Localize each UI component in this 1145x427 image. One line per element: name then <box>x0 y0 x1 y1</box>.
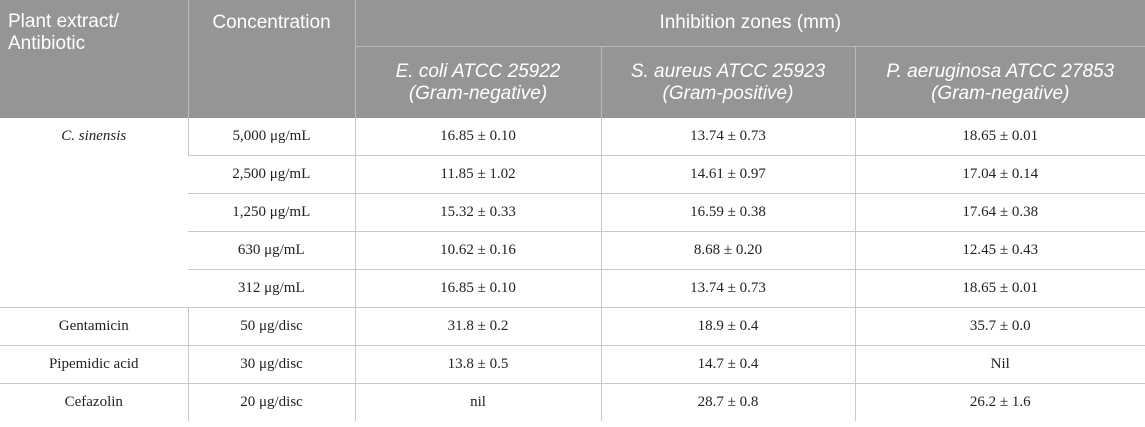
organism-name: E. coli ATCC 25922 <box>395 60 561 82</box>
concentration-cell: 50 μg/disc <box>187 307 355 346</box>
table-row: 1,250 μg/mL 15.32 ± 0.33 16.59 ± 0.38 17… <box>0 193 1145 232</box>
ecoli-value: 15.32 ± 0.33 <box>354 193 601 232</box>
ecoli-value: 16.85 ± 0.10 <box>354 269 601 308</box>
antibiotic-name: Gentamicin <box>0 307 188 346</box>
paeruginosa-value: Nil <box>854 345 1145 384</box>
organism-gram: (Gram-negative) <box>408 82 548 104</box>
ecoli-value: 31.8 ± 0.2 <box>354 307 601 346</box>
saureus-value: 13.74 ± 0.73 <box>600 269 855 308</box>
paeruginosa-value: 18.65 ± 0.01 <box>854 118 1145 156</box>
saureus-value: 28.7 ± 0.8 <box>600 383 855 421</box>
saureus-value: 13.74 ± 0.73 <box>600 118 855 156</box>
saureus-value: 18.9 ± 0.4 <box>600 307 855 346</box>
paeruginosa-value: 17.64 ± 0.38 <box>854 193 1145 232</box>
organism-gram: (Gram-negative) <box>931 82 1070 104</box>
organism-header-paeruginosa: P. aeruginosa ATCC 27853 (Gram-negative) <box>854 46 1145 118</box>
concentration-cell: 20 μg/disc <box>187 383 355 421</box>
plant-header-line1: Plant extract/ <box>8 11 119 32</box>
saureus-value: 8.68 ± 0.20 <box>600 231 855 270</box>
paeruginosa-value: 18.65 ± 0.01 <box>854 269 1145 308</box>
concentration-header: Concentration <box>187 0 355 118</box>
antibiotic-name: Cefazolin <box>64 394 123 410</box>
saureus-value: 14.61 ± 0.97 <box>600 155 855 194</box>
table-row: 2,500 μg/mL 11.85 ± 1.02 14.61 ± 0.97 17… <box>0 155 1145 194</box>
saureus-value: 14.7 ± 0.4 <box>600 345 855 384</box>
table-row: Pipemidic acid 30 μg/disc 13.8 ± 0.5 14.… <box>0 345 1145 384</box>
antibiotic-name: Pipemidic acid <box>0 345 188 384</box>
organism-name: P. aeruginosa ATCC 27853 <box>886 60 1115 82</box>
plant-extract-name: C. sinensis <box>0 118 188 308</box>
table-header: Plant extract/ Antibiotic Concentration … <box>0 0 1145 118</box>
paeruginosa-value: 17.04 ± 0.14 <box>854 155 1145 194</box>
paeruginosa-value: 12.45 ± 0.43 <box>854 231 1145 270</box>
ecoli-value: 13.8 ± 0.5 <box>354 345 601 384</box>
ecoli-value: 11.85 ± 1.02 <box>354 155 601 194</box>
ecoli-value: nil <box>354 383 601 421</box>
plant-header-line2: Antibiotic <box>8 33 86 54</box>
table-row: Cefazolin 20 μg/disc nil 28.7 ± 0.8 26.2… <box>0 383 1145 421</box>
organism-header-saureus: S. aureus ATCC 25923 (Gram-positive) <box>600 46 855 118</box>
organism-gram: (Gram-positive) <box>662 82 794 104</box>
organism-name: S. aureus ATCC 25923 <box>630 60 826 82</box>
concentration-cell: 312 μg/mL <box>188 269 355 308</box>
table-row: 312 μg/mL 16.85 ± 0.10 13.74 ± 0.73 18.6… <box>0 269 1145 308</box>
organism-header-ecoli: E. coli ATCC 25922 (Gram-negative) <box>354 46 601 118</box>
paeruginosa-value: 35.7 ± 0.0 <box>854 307 1145 346</box>
paeruginosa-value: 26.2 ± 1.6 <box>854 383 1145 421</box>
concentration-cell: 1,250 μg/mL <box>188 193 355 232</box>
concentration-cell: 630 μg/mL <box>188 231 355 270</box>
ecoli-value: 10.62 ± 0.16 <box>354 231 601 270</box>
table-body: C. sinensis 5,000 μg/mL 16.85 ± 0.10 13.… <box>0 118 1145 421</box>
concentration-cell: 5,000 μg/mL <box>187 118 355 156</box>
table-row: Gentamicin 50 μg/disc 31.8 ± 0.2 18.9 ± … <box>0 307 1145 346</box>
ecoli-value: 16.85 ± 0.10 <box>354 118 601 156</box>
plant-extract-header: Plant extract/ Antibiotic <box>0 0 188 118</box>
table-row: 630 μg/mL 10.62 ± 0.16 8.68 ± 0.20 12.45… <box>0 231 1145 270</box>
table-row: C. sinensis 5,000 μg/mL 16.85 ± 0.10 13.… <box>0 118 1145 308</box>
inhibition-zones-header: Inhibition zones (mm) <box>354 0 1145 48</box>
saureus-value: 16.59 ± 0.38 <box>600 193 855 232</box>
concentration-cell: 2,500 μg/mL <box>188 155 355 194</box>
concentration-cell: 30 μg/disc <box>187 345 355 384</box>
